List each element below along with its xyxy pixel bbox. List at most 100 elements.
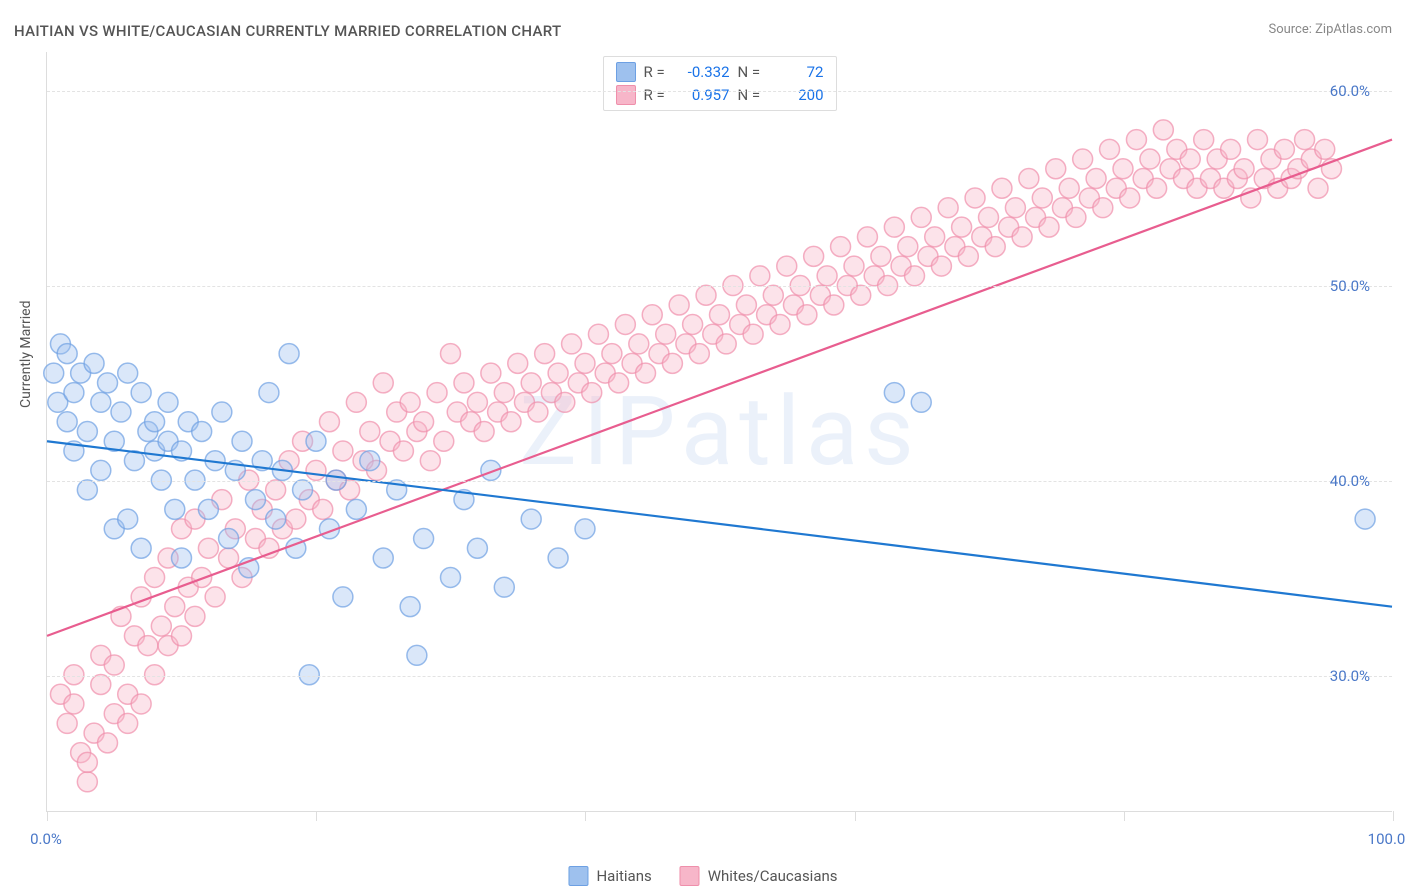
pink-point — [797, 305, 817, 325]
blue-point — [192, 422, 212, 442]
pink-point — [952, 217, 972, 237]
blue-point — [98, 373, 118, 393]
r-label: R = — [644, 61, 674, 84]
y-axis-title: Currently Married — [18, 301, 34, 408]
blue-point — [84, 353, 104, 373]
pink-point — [588, 324, 608, 344]
blue-point — [111, 402, 131, 422]
blue-point — [279, 344, 299, 364]
series-legend: Haitians Whites/Caucasians — [568, 866, 837, 886]
legend-label-blue: Haitians — [596, 867, 651, 885]
blue-point — [145, 412, 165, 432]
pink-point — [205, 587, 225, 607]
pink-point — [138, 636, 158, 656]
pink-point — [1153, 120, 1173, 140]
x-tick — [1393, 811, 1394, 821]
blue-point — [373, 548, 393, 568]
pink-point — [911, 207, 931, 227]
blue-point — [494, 577, 514, 597]
pink-point — [333, 441, 353, 461]
pink-point — [871, 246, 891, 266]
blue-point — [91, 392, 111, 412]
pink-point — [642, 305, 662, 325]
pink-point — [582, 383, 602, 403]
pink-point — [441, 344, 461, 364]
blue-point — [57, 344, 77, 364]
pink-point — [851, 285, 871, 305]
x-tick — [585, 811, 586, 821]
blue-point — [414, 529, 434, 549]
pink-point — [306, 460, 326, 480]
pink-point — [992, 178, 1012, 198]
blue-point — [165, 499, 185, 519]
blue-point — [91, 460, 111, 480]
stats-row-pink: R = 0.957 N = 200 — [616, 84, 824, 107]
blue-point — [118, 509, 138, 529]
pink-point — [192, 567, 212, 587]
pink-point — [1113, 159, 1133, 179]
pink-point — [57, 713, 77, 733]
blue-point — [884, 383, 904, 403]
blue-point — [131, 383, 151, 403]
y-tick-label: 60.0% — [1330, 82, 1370, 100]
pink-point — [98, 733, 118, 753]
x-tick — [47, 811, 48, 821]
pink-point — [1308, 178, 1328, 198]
blue-point — [232, 431, 252, 451]
pink-point — [609, 373, 629, 393]
pink-point — [898, 237, 918, 257]
n-value-blue: 72 — [776, 61, 824, 84]
blue-point — [521, 509, 541, 529]
pink-point — [979, 207, 999, 227]
pink-point — [481, 363, 501, 383]
pink-point — [373, 373, 393, 393]
pink-point — [817, 266, 837, 286]
pink-point — [1180, 149, 1200, 169]
pink-point — [91, 675, 111, 695]
pink-point — [1315, 139, 1335, 159]
pink-point — [393, 441, 413, 461]
pink-point — [736, 295, 756, 315]
pink-point — [319, 412, 339, 432]
y-tick-label: 30.0% — [1330, 667, 1370, 685]
pink-point — [454, 373, 474, 393]
blue-point — [44, 363, 64, 383]
pink-point — [346, 392, 366, 412]
n-label: N = — [738, 84, 768, 107]
pink-point — [501, 412, 521, 432]
blue-point — [212, 402, 232, 422]
pink-point — [313, 499, 333, 519]
pink-point — [1019, 169, 1039, 189]
gridline-h — [47, 91, 1392, 92]
pink-point — [548, 363, 568, 383]
pink-point — [824, 295, 844, 315]
pink-point — [118, 713, 138, 733]
pink-point — [831, 237, 851, 257]
pink-point — [710, 305, 730, 325]
pink-point — [104, 655, 124, 675]
pink-point — [716, 334, 736, 354]
n-label: N = — [738, 61, 768, 84]
pink-point — [219, 548, 239, 568]
legend-item-blue: Haitians — [568, 866, 651, 886]
gridline-h — [47, 286, 1392, 287]
pink-point — [286, 509, 306, 529]
pink-point — [535, 344, 555, 364]
x-tick — [855, 811, 856, 821]
pink-point — [1221, 139, 1241, 159]
pink-point — [683, 314, 703, 334]
swatch-pink — [616, 85, 636, 105]
pink-point — [696, 285, 716, 305]
blue-point — [400, 597, 420, 617]
blue-point — [346, 499, 366, 519]
gridline-h — [47, 481, 1392, 482]
blue-point — [198, 499, 218, 519]
blue-point — [360, 451, 380, 471]
pink-point — [1073, 149, 1093, 169]
pink-point — [1066, 207, 1086, 227]
pink-point — [1234, 159, 1254, 179]
blue-point — [911, 392, 931, 412]
pink-point — [414, 412, 434, 432]
pink-point — [1126, 130, 1146, 150]
x-tick — [316, 811, 317, 821]
